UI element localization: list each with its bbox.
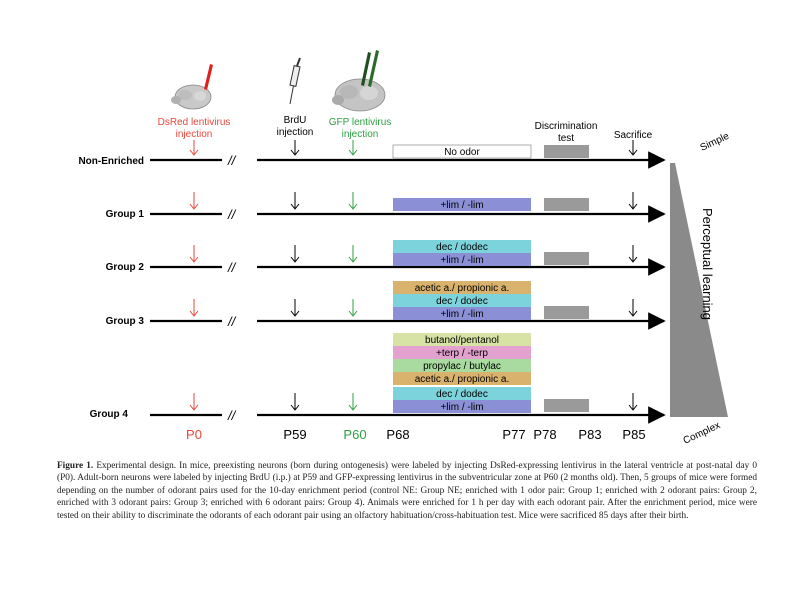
group-label-g2: Group 2 (106, 262, 145, 273)
odor-label-lim: +lim / -lim (440, 402, 483, 413)
caption-label: Figure 1. (57, 461, 94, 471)
timepoint-p0: P0 (186, 427, 202, 442)
dark-injection-needle-icon (361, 52, 371, 86)
discrimination-label: Discrimination (535, 121, 598, 132)
odor-box-dec (393, 240, 531, 253)
sacrifice-label: Sacrifice (614, 130, 653, 141)
arrow-p0 (189, 192, 199, 210)
group-label-g4: Group 4 (90, 409, 129, 420)
row-group-1: Group 1 // +lim / -lim (106, 192, 666, 223)
row-group-2: Group 2 // dec / dodec +lim / -lim (106, 240, 666, 276)
odor-box-acetic (393, 372, 531, 385)
arrow-p60 (348, 245, 358, 263)
odor-box-dec (393, 387, 531, 400)
arrow-p59 (290, 140, 300, 156)
gfp-label: GFP lentivirus (329, 117, 392, 128)
arrow-p60 (348, 299, 358, 317)
arrow-p59 (290, 299, 300, 317)
odor-label-acetic: acetic a./ propionic a. (415, 283, 510, 294)
odor-label-propylac: propylac / butylac (423, 361, 501, 372)
odor-box-lim (393, 307, 531, 320)
dsred-sub-label: injection (176, 129, 213, 140)
gfp-sub-label: injection (342, 129, 379, 140)
timepoint-p59: P59 (283, 427, 306, 442)
odor-box-acetic (393, 281, 531, 294)
odor-label-acetic: acetic a./ propionic a. (415, 374, 510, 385)
odor-box-dec (393, 294, 531, 307)
perceptual-learning-label: Perceptual learning (700, 208, 715, 320)
brain-icon-dsred (171, 84, 212, 110)
timepoint-p60: P60 (343, 427, 366, 442)
odor-label-terp: +terp / -terp (436, 348, 488, 359)
arrow-p60 (348, 393, 358, 411)
odor-box-lim (393, 400, 531, 413)
timepoint-p68: P68 (386, 427, 409, 442)
timeline-break: // (227, 314, 237, 329)
group-label-g3: Group 3 (106, 316, 145, 327)
red-injection-needle-icon (204, 64, 213, 90)
timepoint-p85: P85 (622, 427, 645, 442)
timepoint-p83: P83 (578, 427, 601, 442)
brdu-label: BrdU (284, 115, 307, 126)
test-box-g2 (544, 252, 589, 265)
group-label-ne: Non-Enriched (78, 156, 144, 167)
brdu-sub-label: injection (277, 127, 314, 138)
arrow-p59 (290, 192, 300, 210)
green-injection-needle-icon (368, 50, 379, 87)
row-non-enriched: Non-Enriched // No odor (78, 140, 666, 169)
timeline-break: // (227, 153, 237, 168)
row-group-4: Group 4 // butanol/pentanol +terp / -ter… (90, 333, 666, 424)
timeline-break: // (227, 260, 237, 275)
test-box-g1 (544, 198, 589, 211)
odor-label-no-odor: No odor (444, 147, 480, 158)
complex-label: Complex (682, 420, 722, 447)
timeline-break: // (227, 207, 237, 222)
arrow-p85 (628, 299, 638, 317)
arrow-p0 (189, 393, 199, 411)
arrow-p60 (348, 192, 358, 210)
syringe-icon (289, 57, 301, 105)
arrow-p85 (628, 140, 638, 156)
arrow-p0 (189, 245, 199, 263)
discrimination-sub-label: test (558, 133, 574, 144)
test-box-ne (544, 145, 589, 158)
odor-box-terp (393, 346, 531, 359)
arrow-p85 (628, 393, 638, 411)
timepoint-p78: P78 (533, 427, 556, 442)
arrow-p0 (189, 140, 199, 156)
odor-label-lim: +lim / -lim (440, 200, 483, 211)
simple-label: Simple (699, 131, 732, 154)
dsred-label: DsRed lentivirus (158, 117, 231, 128)
odor-box-lim (393, 253, 531, 266)
odor-label-dec: dec / dodec (436, 242, 488, 253)
odor-label-butanol: butanol/pentanol (425, 335, 499, 346)
arrow-p59 (290, 393, 300, 411)
test-box-g4 (544, 399, 589, 412)
timeline-break: // (227, 408, 237, 423)
odor-label-dec: dec / dodec (436, 296, 488, 307)
odor-label-dec: dec / dodec (436, 389, 488, 400)
arrow-p85 (628, 192, 638, 210)
odor-box-lim (393, 198, 531, 211)
odor-box-no-odor (392, 144, 532, 159)
odor-label-lim: +lim / -lim (440, 255, 483, 266)
test-box-g3 (544, 306, 589, 319)
odor-box-propylac (393, 359, 531, 372)
brain-icon-gfp (332, 78, 386, 112)
perceptual-learning-gradient (670, 163, 728, 417)
odor-box-butanol (393, 333, 531, 346)
odor-label-lim: +lim / -lim (440, 309, 483, 320)
caption-text: Experimental design. In mice, preexistin… (57, 461, 757, 521)
arrow-p0 (189, 299, 199, 317)
arrow-p59 (290, 245, 300, 263)
figure-caption: Figure 1. Experimental design. In mice, … (57, 460, 757, 522)
arrow-p85 (628, 245, 638, 263)
row-group-3: Group 3 // acetic a./ propionic a. dec /… (106, 281, 666, 330)
group-label-g1: Group 1 (106, 209, 145, 220)
experimental-design-figure: DsRed lentivirus injection BrdU injectio… (78, 50, 732, 447)
arrow-p60 (348, 140, 358, 156)
timepoint-p77: P77 (502, 427, 525, 442)
